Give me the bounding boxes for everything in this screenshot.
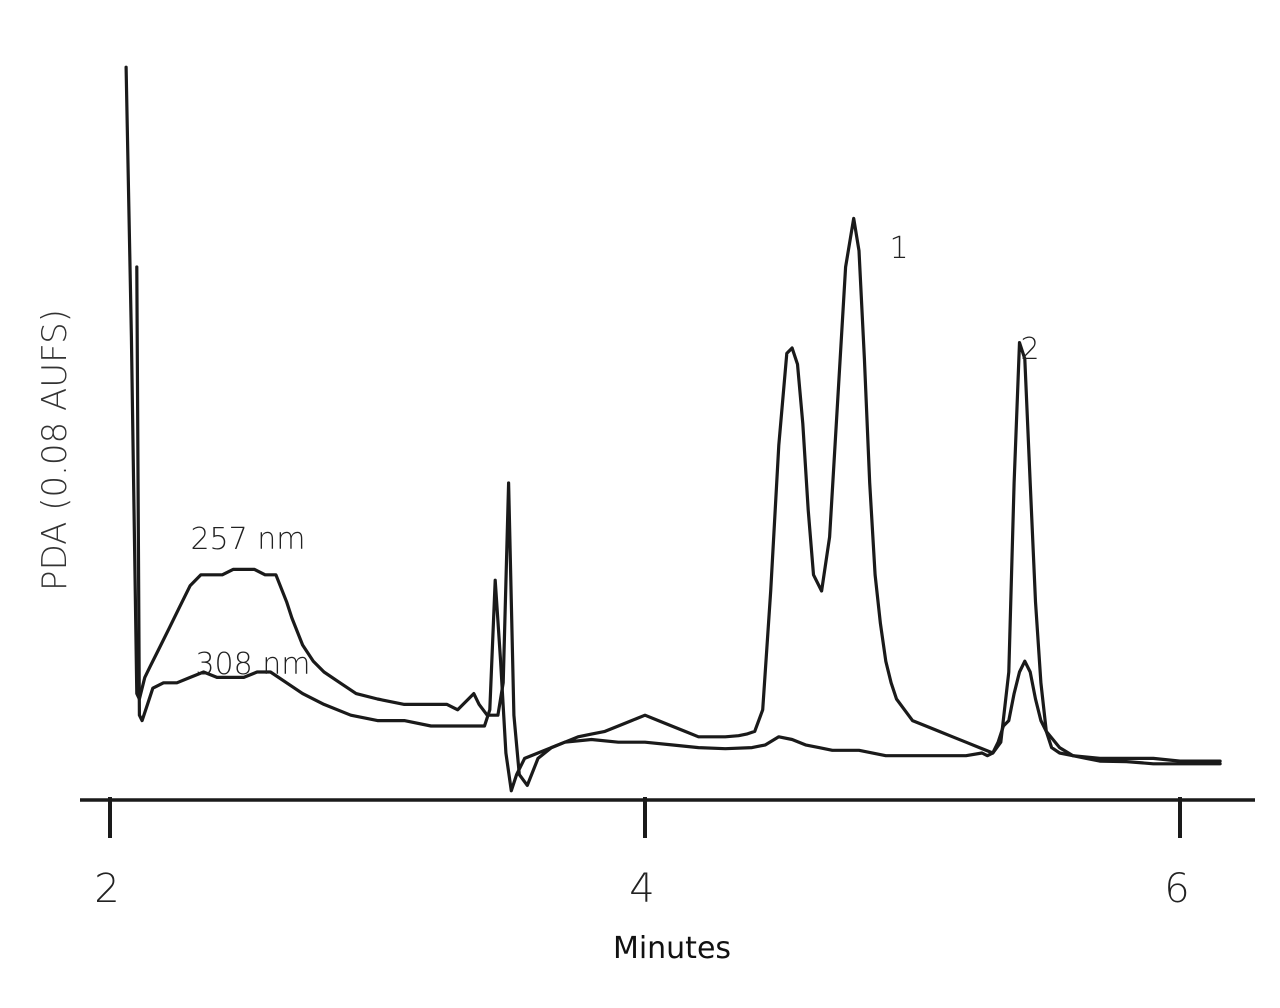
peak-label-2: 2 bbox=[1020, 332, 1039, 367]
x-axis-ticks: 2 4 6 bbox=[94, 797, 1190, 912]
x-axis-title: Minutes bbox=[613, 931, 731, 966]
y-axis-title: PDA (0.08 AUFS) bbox=[35, 309, 75, 591]
peak-label-1: 1 bbox=[889, 231, 908, 266]
annotation-308nm: 308 nm bbox=[195, 647, 310, 682]
series-line-308nm bbox=[135, 265, 1222, 793]
series-line-257nm bbox=[124, 65, 1222, 787]
x-tick-label: 6 bbox=[1164, 866, 1189, 912]
x-tick-label: 2 bbox=[94, 866, 119, 912]
x-tick-label: 4 bbox=[629, 866, 654, 912]
annotation-257nm: 257 nm bbox=[190, 522, 305, 557]
series-layer bbox=[124, 65, 1222, 793]
